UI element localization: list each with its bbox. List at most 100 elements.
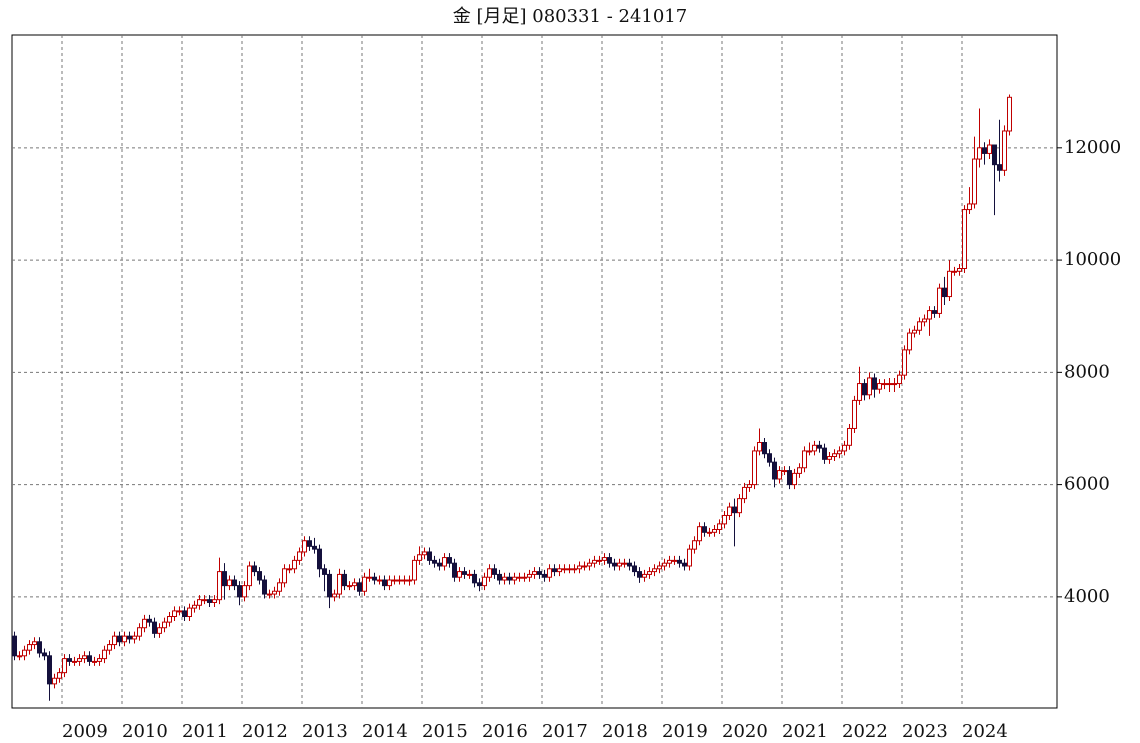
candle-body [32, 641, 37, 646]
candle-body [142, 618, 147, 629]
y-tick-label: 6000 [1064, 474, 1110, 495]
candle-body [157, 627, 162, 634]
candle-body [652, 568, 657, 573]
x-tick-label: 2018 [602, 721, 648, 742]
candle-body [252, 565, 257, 573]
candle-body [222, 571, 227, 587]
candle-body [1007, 96, 1012, 132]
x-tick-label: 2014 [362, 721, 408, 742]
candle-body [957, 268, 962, 272]
candle-body [992, 144, 997, 166]
candle-body [497, 573, 502, 581]
candle-body [462, 571, 467, 575]
candle-body [277, 582, 282, 592]
candle-body [192, 604, 197, 609]
candle-body [372, 576, 377, 581]
candle-body [82, 655, 87, 660]
candle-body [477, 582, 482, 587]
candle-body [17, 655, 22, 658]
candle-body [147, 618, 152, 623]
candle-body [977, 147, 982, 160]
x-tick-label: 2020 [722, 721, 768, 742]
candle-body [767, 453, 772, 463]
candle-body [102, 649, 107, 660]
candle-body [487, 568, 492, 578]
candle-body [702, 526, 707, 533]
candle-body [912, 329, 917, 334]
candle-body [127, 635, 132, 640]
candle-body [867, 377, 872, 396]
candle-body [707, 531, 712, 534]
candle-body [632, 565, 637, 573]
candle-body [717, 523, 722, 531]
candle-body [137, 627, 142, 637]
candle-body [262, 579, 267, 595]
candle-body [37, 641, 42, 654]
candle-body [217, 571, 222, 601]
x-tick-label: 2022 [842, 721, 888, 742]
candle-body [947, 270, 952, 298]
candle-body [187, 607, 192, 618]
candle-body [322, 568, 327, 575]
candle-body [12, 635, 17, 657]
candle-body [562, 568, 567, 571]
candle-body [512, 576, 517, 581]
candle-body [727, 506, 732, 516]
candle-body [232, 579, 237, 587]
candle-body [507, 576, 512, 581]
candle-body [362, 576, 367, 592]
candle-body [182, 610, 187, 618]
x-tick-label: 2024 [962, 721, 1008, 742]
candle-body [297, 551, 302, 561]
candle-body [417, 554, 422, 561]
candle-body [407, 579, 412, 582]
y-tick-label: 4000 [1064, 586, 1110, 607]
candle-body [42, 652, 47, 657]
candle-body [772, 461, 777, 480]
candle-body [802, 450, 807, 469]
candle-body [392, 579, 397, 582]
candle-body [27, 644, 32, 651]
candle-body [842, 444, 847, 452]
candle-body [667, 559, 672, 564]
candle-body [397, 579, 402, 582]
candle-body [247, 565, 252, 587]
y-tick-label: 12000 [1064, 137, 1121, 158]
candle-body [997, 164, 1002, 171]
candle-body [237, 585, 242, 598]
candle-body [1002, 130, 1007, 171]
candle-body [347, 585, 352, 588]
candle-body [872, 377, 877, 390]
candle-body [952, 270, 957, 273]
candle-body [672, 559, 677, 562]
candle-body [442, 557, 447, 567]
x-tick-label: 2017 [542, 721, 588, 742]
candle-body [812, 444, 817, 452]
candle-body [967, 203, 972, 211]
candle-body [942, 287, 947, 298]
candle-body [582, 565, 587, 568]
candle-body [722, 514, 727, 525]
candle-body [587, 562, 592, 567]
candle-body [847, 427, 852, 446]
candle-body [317, 548, 322, 570]
candle-body [857, 383, 862, 401]
candle-body [762, 442, 767, 455]
chart-title: 金 [月足] 080331 - 241017 [453, 6, 687, 27]
candle-body [457, 571, 462, 578]
candle-body [227, 579, 232, 587]
candle-body [47, 655, 52, 685]
candle-body [642, 573, 647, 578]
candle-body [312, 545, 317, 550]
candle-body [827, 456, 832, 460]
candle-body [592, 559, 597, 564]
candle-body [492, 568, 497, 575]
candle-body [887, 383, 892, 386]
candle-body [882, 383, 887, 386]
candle-body [902, 349, 907, 376]
candle-body [617, 562, 622, 567]
candle-body [897, 374, 902, 385]
candle-body [552, 568, 557, 573]
candle-body [517, 576, 522, 579]
